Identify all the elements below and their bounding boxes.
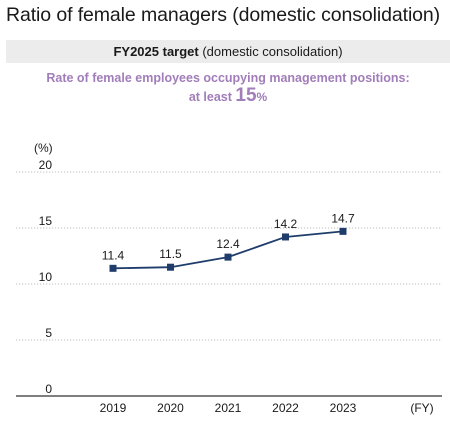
markers	[109, 227, 347, 272]
x-tick-label-2023: 2023	[330, 401, 357, 415]
target-description: Rate of female employees occupying manag…	[6, 69, 450, 106]
data-point-2020	[167, 263, 174, 271]
data-point-2021	[224, 253, 232, 261]
target-description-prefix: at least	[188, 90, 236, 104]
y-tick-label-15: 15	[39, 214, 53, 228]
data-point-2019	[109, 264, 117, 272]
x-tick-label-2019: 2019	[100, 401, 127, 415]
chart-title: Ratio of female managers (domestic conso…	[6, 4, 441, 26]
target-label-rest: (domestic consolidation)	[198, 44, 343, 59]
gridlines	[16, 171, 442, 341]
target-description-line2: at least 15%	[6, 85, 450, 106]
data-label-2020: 11.5	[159, 247, 182, 261]
target-unit: %	[256, 90, 268, 104]
data-point-2023	[339, 227, 347, 235]
data-point-2022	[282, 233, 289, 241]
y-axis-unit-label: (%)	[34, 141, 53, 155]
target-label-bold: FY2025 target	[113, 44, 199, 59]
data-label-2019: 11.4	[102, 248, 125, 262]
data-label-2021: 12.4	[216, 237, 240, 251]
data-label-2022: 14.2	[274, 217, 298, 231]
x-tick-label-2022: 2022	[272, 401, 299, 415]
data-labels: 11.4 11.5 12.4 14.2 14.7	[102, 211, 355, 262]
target-description-line1: Rate of female employees occupying manag…	[46, 71, 410, 85]
axes: 0 5 10 15 20 (%) 2019 2020 2021 2022 2023 (FY)	[16, 141, 442, 415]
y-tick-label-0: 0	[45, 382, 52, 396]
y-tick-label-20: 20	[39, 158, 53, 172]
y-tick-label-5: 5	[45, 326, 52, 340]
target-value: 15	[235, 85, 257, 106]
x-tick-label-2021: 2021	[215, 401, 242, 415]
target-banner: FY2025 target (domestic consolidation)	[6, 40, 450, 63]
x-axis-unit-label: (FY)	[410, 401, 433, 415]
data-label-2023: 14.7	[331, 211, 355, 225]
y-tick-label-10: 10	[39, 270, 53, 284]
x-tick-label-2020: 2020	[157, 401, 184, 415]
